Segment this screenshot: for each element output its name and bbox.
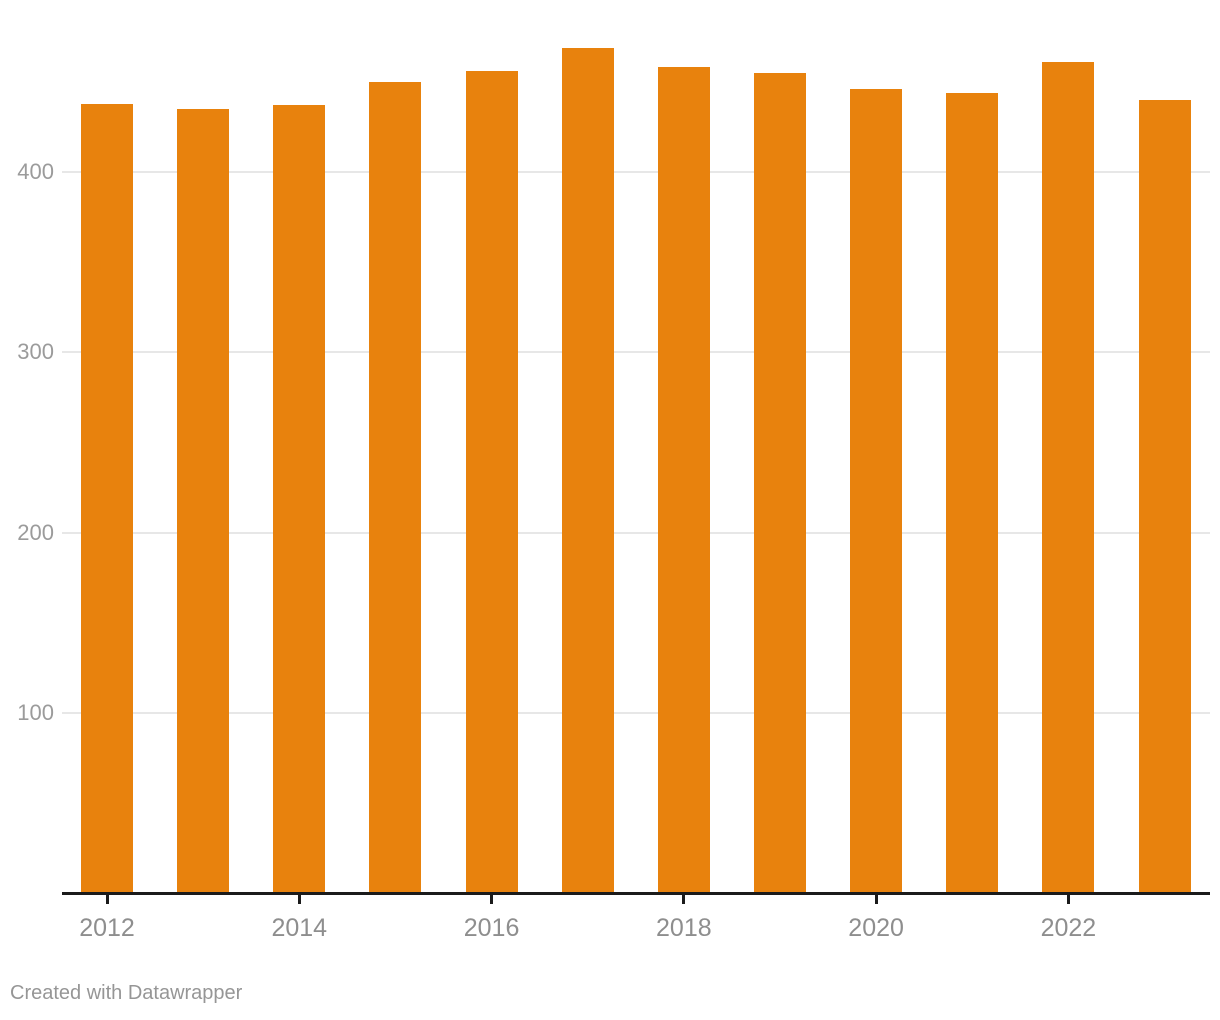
bar-2018 [657,67,710,893]
x-axis-tick [1066,895,1070,904]
x-axis-tick-label: 2012 [79,914,135,942]
bar-2020 [850,89,903,893]
x-axis-line [62,892,1210,895]
y-axis-tick-label: 400 [17,159,54,184]
bar-2014 [273,105,326,893]
gridline-200 [62,531,1210,534]
gridline-400 [62,171,1210,173]
x-axis-tick-label: 2014 [271,914,328,942]
x-axis-tick-label: 2016 [463,914,520,942]
x-axis-tick [490,895,494,904]
bar-2023 [1138,99,1191,893]
bar-2015 [369,81,422,893]
bar-2016 [465,71,518,893]
bar-2013 [177,108,230,893]
y-axis-tick-label: 200 [17,519,54,545]
y-axis-tick-label: 100 [17,699,54,725]
gridline-100 [62,711,1210,714]
x-axis-tick-label: 2022 [1040,914,1097,942]
bar-2012 [81,103,133,893]
x-axis-tick-label: 2020 [848,914,904,942]
y-axis-tick-label: 300 [17,339,54,365]
attribution: Created with Datawrapper [10,982,243,1004]
x-axis-tick-label: 2018 [656,914,712,942]
x-axis-tick [297,895,301,904]
bar-2017 [561,47,614,893]
bar-2022 [1042,62,1095,893]
x-axis-tick [874,895,878,904]
gridline-300 [62,351,1210,354]
bar-2021 [946,92,999,893]
x-axis-tick [105,895,109,904]
x-axis-tick [682,895,686,904]
bar-2019 [753,72,806,893]
